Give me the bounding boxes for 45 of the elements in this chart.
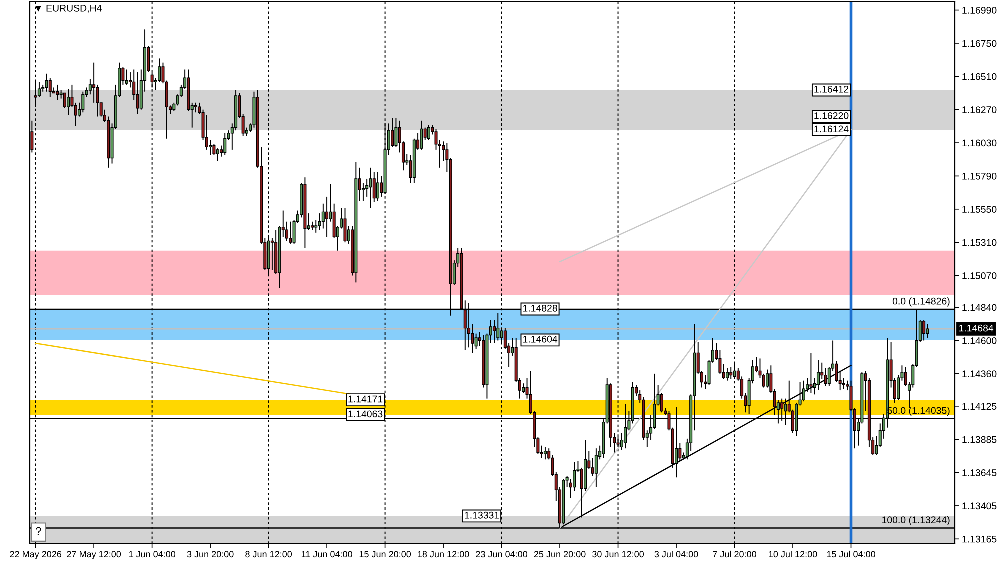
annotation: 1.16124	[814, 126, 849, 133]
x-tick-label: 8 Jun 12:00	[246, 551, 292, 558]
annotation: 0.0 (1.14826)	[892, 298, 950, 307]
annotation: ?	[36, 527, 42, 536]
x-tick-label: 18 Jun 12:00	[418, 551, 470, 558]
y-tick-label: 1.15550	[962, 206, 997, 214]
x-tick-label: 10 Jul 12:00	[769, 550, 818, 558]
y-tick-label: 1.15070	[962, 272, 997, 280]
y-tick-label: 1.15790	[962, 172, 997, 180]
x-tick-label: 15 Jul 04:00	[827, 550, 876, 558]
annotation: 1.14063	[348, 410, 383, 418]
y-tick-label: 1.13645	[962, 470, 997, 476]
ref-line-label: 1.14684	[959, 324, 994, 332]
x-tick-label: 30 Jun 12:00	[592, 551, 644, 558]
y-tick-label: 1.16270	[962, 106, 997, 114]
x-tick-label: 23 Jun 04:00	[476, 551, 528, 558]
x-tick-label: 27 May 12:00	[67, 551, 122, 560]
y-tick-label: 1.16990	[962, 7, 997, 14]
x-tick-label: 11 Jun 04:00	[302, 551, 352, 558]
y-tick-label: 1.13405	[962, 502, 997, 510]
annotation: 1.14604	[523, 336, 558, 343]
y-tick-label: 1.13885	[962, 436, 997, 444]
y-tick-label: 1.16750	[962, 40, 997, 48]
y-tick-label: 1.14125	[962, 403, 997, 410]
y-tick-label: 1.14360	[962, 370, 997, 378]
annotation: 1.16412	[814, 86, 849, 93]
annotation: 100.0 (1.13244)	[882, 516, 950, 526]
x-tick-label: 7 Jul 20:00	[713, 550, 756, 558]
x-tick-label: 1 Jun 04:00	[129, 551, 176, 558]
x-tick-label: 22 May 2026	[10, 551, 62, 560]
y-tick-label: 1.14600	[962, 337, 997, 344]
x-tick-label: 3 Jun 20:00	[187, 551, 234, 558]
y-tick-label: 1.16030	[962, 140, 997, 147]
annotation: 1.14828	[523, 304, 558, 312]
y-tick-label: 1.16510	[962, 73, 997, 80]
annotation: 1.16220	[814, 112, 849, 120]
x-tick-label: 15 Jun 20:00	[360, 551, 412, 558]
x-tick-label: 25 Jun 20:00	[534, 551, 586, 558]
y-tick-label: 1.13165	[962, 536, 997, 543]
y-tick-label: 1.14840	[962, 304, 997, 312]
y-tick-label: 1.15310	[962, 239, 997, 246]
chart-title: ▼ EURUSD,H4	[36, 4, 102, 13]
annotation: 1.13331	[465, 512, 500, 519]
x-tick-label: 3 Jul 04:00	[654, 550, 698, 558]
annotation: 1.14171	[348, 396, 383, 403]
